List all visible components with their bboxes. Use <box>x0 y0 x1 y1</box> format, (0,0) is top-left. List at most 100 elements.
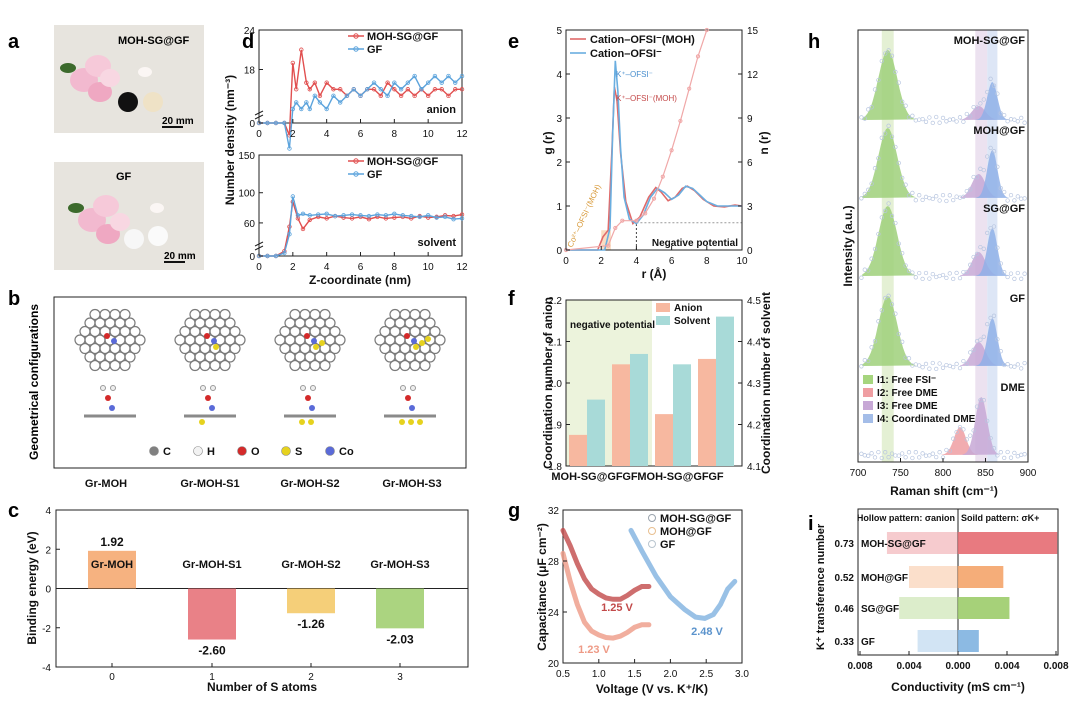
raw-point <box>1002 112 1007 118</box>
data-point <box>299 106 304 112</box>
data-point <box>409 213 414 219</box>
raw-point <box>889 451 895 456</box>
data-point <box>392 211 397 217</box>
data-point <box>349 212 355 217</box>
legend-label: Cation–OFSI⁻(MOH) <box>590 34 695 46</box>
spectrum-GF: GF <box>859 293 1027 372</box>
raw-point <box>862 453 867 458</box>
raw-point <box>872 87 878 92</box>
raw-point <box>995 337 1000 342</box>
x-tick-label: 0.004 <box>896 661 921 672</box>
graphene-ring <box>209 359 221 372</box>
data-point <box>434 215 439 220</box>
data-point <box>332 213 338 219</box>
peak-i1 <box>862 206 917 276</box>
data-point <box>446 93 451 99</box>
panel-letter-g: g <box>508 500 520 522</box>
row-transference: 0.33 <box>835 637 855 648</box>
raw-point <box>998 111 1003 116</box>
y-tick-label-left: 4 <box>556 70 562 81</box>
raw-point <box>879 58 884 64</box>
data-point <box>425 80 431 85</box>
raw-point <box>886 455 891 460</box>
raw-point <box>1012 364 1017 369</box>
legend-atom-dot <box>149 446 159 456</box>
data-point <box>295 216 301 221</box>
y-tick-label-right: 12 <box>747 70 759 81</box>
raw-point <box>964 437 969 442</box>
molecular-structures <box>74 308 446 425</box>
raw-point <box>917 117 922 122</box>
raw-point <box>886 48 891 53</box>
y-axis-title: Number density (nm⁻³) <box>223 75 237 205</box>
raw-point <box>906 193 912 198</box>
x-tick-label: 0 <box>256 262 262 273</box>
structure-1 <box>74 308 146 418</box>
raw-point <box>1019 276 1024 281</box>
x-axis-title: Raman shift (cm⁻¹) <box>890 484 998 498</box>
region-label: negative potential <box>570 320 655 331</box>
atom-s-side <box>408 419 414 425</box>
spectrum-label: MOH-SG@GF <box>954 35 1026 47</box>
data-point <box>392 80 397 85</box>
x-tick-label: 2 <box>290 129 296 140</box>
y-tick-label-right: 4.1 <box>747 462 761 473</box>
y-tick-label: 20 <box>548 659 560 670</box>
data-point <box>451 216 456 222</box>
y-tick-label: 24 <box>548 608 560 619</box>
raw-point <box>998 261 1003 266</box>
atom-co <box>111 338 117 344</box>
data-point <box>620 218 625 223</box>
raw-point <box>981 246 986 251</box>
raw-point <box>951 276 956 282</box>
x-tick-label: 900 <box>1020 468 1037 479</box>
data-point <box>299 47 304 52</box>
bar-anion-GF <box>917 630 958 652</box>
series-line-GF <box>628 527 738 621</box>
raw-point <box>934 366 939 372</box>
raw-point <box>985 154 990 159</box>
raw-point <box>1008 455 1014 460</box>
raw-point <box>954 361 959 367</box>
atom-s <box>419 340 425 346</box>
y-tick-label: -2 <box>42 624 51 635</box>
raw-point <box>1005 362 1010 367</box>
data-point <box>290 60 296 66</box>
raw-point <box>944 119 949 124</box>
graphene-ring <box>229 342 241 355</box>
raw-point <box>1005 449 1010 455</box>
chart-i: Hollow pattern: σanion Soild pattern: σK+… <box>815 508 1069 694</box>
graphene-ring <box>119 308 131 321</box>
y-tick-label-left: 2.0 <box>548 379 562 390</box>
graphene-ring <box>134 334 146 346</box>
raw-point <box>951 117 956 122</box>
raw-point <box>883 208 888 213</box>
raw-point <box>862 358 867 363</box>
graphene-ring <box>389 359 401 372</box>
legend-marker <box>648 527 656 535</box>
chart-g: 20 24 28 32 0.5 1.0 1.5 2.0 2.5 3.0 MOH-SG@GFMOH@G… <box>535 506 749 696</box>
raw-point <box>940 365 946 370</box>
raw-point <box>906 356 912 361</box>
raw-point <box>886 293 891 298</box>
photo2-scale: 20 mm <box>164 251 196 262</box>
raw-point <box>1008 271 1014 276</box>
atom-o-side <box>405 395 411 401</box>
raw-point <box>1019 366 1024 371</box>
atom-co-side <box>209 405 215 411</box>
y-tick-label-left: 1.8 <box>548 462 562 473</box>
raw-point <box>968 350 973 355</box>
min-label: 2.48 V <box>691 626 723 638</box>
raw-point <box>1008 192 1014 198</box>
raw-point <box>883 51 888 56</box>
raw-point <box>1008 117 1014 122</box>
chart-c: 4 2 0 -2 -4 1.92 0 -2.60 1 -1.26 2 -2.03 3 Gr-MOH Gr-M… <box>25 506 469 694</box>
raw-point <box>900 175 905 181</box>
raw-point <box>961 119 966 124</box>
peak-3 <box>973 318 1011 366</box>
y-tick-label: 0 <box>249 119 255 130</box>
data-point <box>453 87 458 92</box>
atom-h-side <box>100 385 106 391</box>
data-point <box>385 93 390 99</box>
y-tick-label-right: 9 <box>747 114 753 125</box>
